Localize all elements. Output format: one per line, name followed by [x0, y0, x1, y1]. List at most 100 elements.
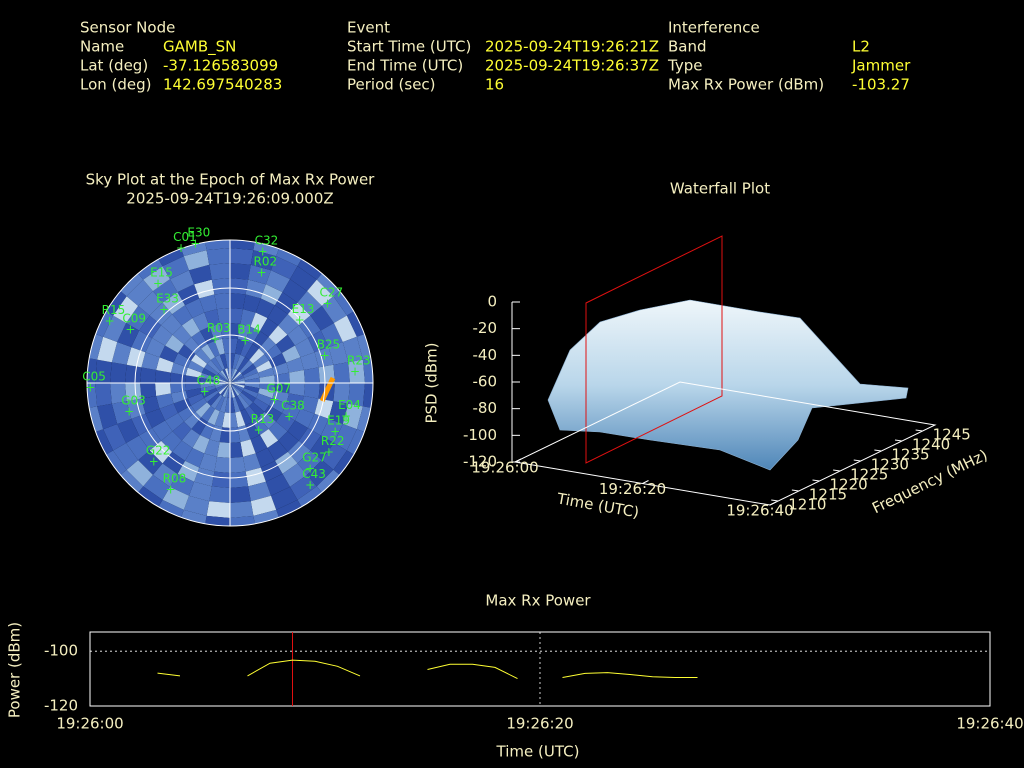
heat-cell	[333, 315, 357, 342]
satellite-marker: +	[149, 454, 159, 468]
heat-cell	[220, 370, 230, 383]
heat-cell	[230, 377, 245, 383]
heat-cell	[298, 428, 321, 451]
satellite-marker: +	[320, 348, 330, 362]
heat-cell	[222, 368, 230, 383]
heat-cell	[224, 368, 230, 383]
heat-cell	[278, 314, 299, 335]
field-label: Type	[667, 57, 702, 75]
heat-cell	[303, 383, 320, 399]
y-tick-label: -120	[44, 697, 78, 715]
heat-cell	[265, 473, 290, 496]
heat-cell	[282, 279, 308, 303]
heat-cell	[199, 453, 217, 472]
heat-cell	[218, 383, 230, 395]
x-tick-label: 19:26:40	[956, 715, 1023, 733]
heat-cell	[131, 413, 153, 436]
field-value: Jammer	[851, 57, 911, 75]
heat-cell	[268, 325, 288, 345]
satellite-label: R02	[254, 255, 278, 269]
heat-cell	[194, 467, 215, 487]
heat-cell	[224, 353, 230, 369]
x-axis-label: Time (UTC)	[496, 743, 580, 761]
heat-cell	[187, 393, 204, 406]
satellite-label: C43	[302, 467, 326, 481]
satellite-marker: +	[323, 297, 333, 311]
heat-cell	[200, 377, 216, 383]
field-value: L2	[852, 38, 870, 56]
y-tick-label: 1220	[830, 476, 868, 494]
heat-cell	[271, 256, 298, 280]
satellite-marker: +	[153, 277, 163, 291]
heat-cell	[230, 375, 245, 383]
heat-cell	[239, 392, 253, 406]
heat-cell	[214, 411, 225, 428]
y-tick-label: 1225	[850, 466, 888, 484]
heat-cell	[178, 344, 196, 361]
heat-cell	[162, 292, 185, 315]
heat-cell	[194, 279, 215, 299]
heat-cell	[195, 402, 211, 418]
heat-cell	[248, 481, 271, 502]
heat-cell	[230, 383, 233, 398]
heat-cell	[230, 471, 249, 488]
heat-cell	[255, 448, 275, 468]
heat-cell	[307, 413, 329, 436]
satellite-label: G07	[267, 382, 292, 396]
field-label: Name	[80, 38, 124, 56]
heat-cell	[286, 393, 304, 409]
heat-cell	[328, 401, 349, 424]
heat-cell	[282, 463, 308, 487]
epoch-plane	[585, 235, 723, 464]
heat-cell	[191, 417, 208, 435]
heat-cell	[185, 375, 201, 383]
heat-cell	[192, 435, 210, 454]
heat-cell	[211, 471, 230, 488]
satellite-marker: +	[210, 332, 220, 346]
satellite-marker: +	[85, 380, 95, 394]
satellite-marker: +	[284, 410, 294, 424]
heat-cell	[95, 383, 112, 407]
heat-cell	[141, 352, 160, 370]
heat-cell	[156, 393, 174, 409]
heat-cell	[230, 370, 240, 383]
satellite-marker: +	[190, 237, 200, 251]
heat-cell	[159, 345, 178, 363]
heat-cell	[215, 377, 230, 383]
heat-cell	[220, 383, 230, 396]
field-value: 2025-09-24T19:26:21Z	[485, 38, 659, 56]
chart-title: Sky Plot at the Epoch of Max Rx Power	[86, 171, 376, 189]
heat-cell	[333, 424, 357, 451]
heat-cell	[297, 291, 322, 316]
heat-cell	[256, 360, 273, 373]
satellite-marker: +	[295, 313, 305, 327]
heat-cell	[276, 334, 295, 353]
heat-cell	[209, 486, 230, 503]
heat-cell	[321, 296, 347, 323]
satellite-marker: +	[105, 314, 115, 328]
heat-cell	[204, 309, 220, 327]
heat-cell	[172, 440, 193, 461]
section-title: Interference	[668, 19, 760, 37]
y-tick-label: 1230	[871, 456, 909, 474]
heat-cell	[260, 284, 283, 306]
heat-cell	[244, 385, 260, 394]
heat-cell	[258, 388, 275, 399]
heat-cell	[191, 354, 207, 368]
heat-cell	[183, 250, 210, 271]
heat-cell	[253, 354, 269, 368]
heat-cell	[230, 368, 233, 383]
heat-cell	[204, 515, 230, 526]
heat-cell	[214, 338, 225, 355]
satellite-label: R08	[163, 472, 187, 486]
heat-cell	[87, 357, 98, 383]
heat-cell	[269, 353, 287, 368]
satellite-marker: +	[257, 266, 267, 280]
heat-cell	[95, 359, 112, 383]
heat-cell	[110, 362, 127, 383]
heat-cell	[252, 417, 269, 435]
heat-cell	[141, 396, 160, 414]
satellite-label: C32	[255, 233, 279, 247]
satellite-label: C48	[197, 374, 221, 388]
